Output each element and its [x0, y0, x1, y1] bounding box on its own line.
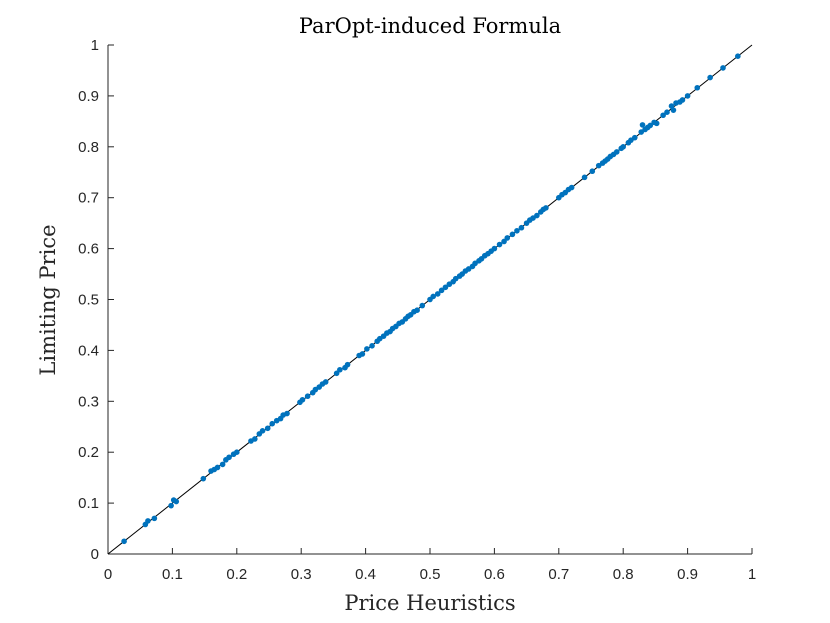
data-point: [670, 107, 677, 113]
y-tick-label: 0.7: [78, 190, 99, 207]
y-tick-label: 0.5: [78, 292, 99, 309]
data-point: [589, 168, 596, 175]
data-point: [684, 93, 691, 99]
data-point: [631, 134, 638, 141]
data-point: [514, 227, 520, 234]
data-point: [438, 287, 445, 294]
data-point: [219, 461, 226, 468]
data-point: [491, 245, 498, 252]
data-point: [501, 238, 507, 245]
x-tick-label: 0.2: [226, 566, 247, 583]
data-point: [679, 97, 686, 103]
x-axis-title: Price Heuristics: [344, 591, 515, 615]
data-point: [369, 343, 375, 349]
data-point: [264, 425, 271, 432]
data-point: [333, 370, 340, 377]
data-point: [259, 428, 266, 434]
y-tick-label: 0.8: [78, 139, 99, 156]
data-point: [496, 241, 503, 248]
data-point: [269, 420, 276, 427]
x-tick-label: 0.5: [420, 566, 441, 583]
data-point: [200, 475, 207, 482]
data-point: [442, 284, 449, 291]
data-point: [707, 74, 713, 81]
y-tick-label: 0.4: [78, 342, 99, 359]
x-tick-label: 1: [748, 566, 756, 583]
data-point: [234, 449, 240, 456]
y-tick-label: 0.6: [78, 241, 99, 258]
y-tick-label: 0.9: [78, 88, 99, 105]
data-point: [543, 205, 549, 211]
data-point: [322, 379, 329, 385]
x-tick-label: 0.9: [677, 566, 698, 583]
x-tick-label: 0.7: [548, 566, 569, 583]
data-point: [509, 231, 516, 238]
data-point: [344, 361, 351, 368]
y-axis-title: Limiting Price: [36, 224, 60, 375]
x-tick-label: 0: [104, 566, 112, 583]
data-point: [145, 518, 151, 524]
data-point: [568, 184, 575, 191]
data-point: [284, 410, 290, 417]
data-point: [151, 515, 158, 522]
y-tick-label: 1: [91, 37, 99, 54]
data-point: [639, 122, 646, 128]
data-point: [620, 144, 626, 150]
data-point: [518, 224, 525, 231]
chart-title: ParOpt-induced Formula: [299, 14, 561, 38]
data-point: [581, 174, 588, 181]
data-point: [226, 454, 232, 461]
data-point: [647, 122, 654, 129]
data-point: [664, 109, 670, 115]
data-point: [252, 436, 258, 442]
data-point: [359, 351, 366, 357]
data-point: [304, 393, 311, 400]
plot-area: 0 0.1 0.2 0.3 0.4 0.5 0.6 0.7 0.8 0.9 1 0 0.1 0.2 0.3 0…: [78, 37, 756, 583]
x-tick-label: 0.8: [613, 566, 634, 583]
data-point: [337, 366, 343, 373]
data-point: [419, 302, 426, 309]
y-tick-label: 0.1: [78, 495, 99, 512]
data-point: [720, 65, 726, 71]
y-tick-label: 0.3: [78, 393, 99, 410]
data-point: [534, 212, 540, 219]
data-point: [430, 293, 437, 300]
y-tick-label: 0.2: [78, 444, 99, 461]
x-tick-label: 0.3: [291, 566, 312, 583]
data-point: [694, 84, 701, 91]
data-point: [168, 502, 174, 509]
y-tick-label: 0: [91, 546, 99, 563]
data-point: [653, 120, 660, 127]
data-point: [504, 235, 511, 241]
x-tick-label: 0.6: [484, 566, 505, 583]
x-tick-label: 0.1: [162, 566, 183, 583]
data-point: [364, 346, 370, 352]
data-point: [434, 291, 441, 297]
data-point: [613, 149, 620, 155]
data-point: [214, 464, 221, 471]
data-point: [121, 538, 127, 545]
data-point: [660, 112, 666, 119]
data-point: [414, 307, 420, 313]
data-point: [173, 498, 180, 505]
data-point: [735, 53, 741, 59]
x-tick-label: 0.4: [355, 566, 376, 583]
data-point: [299, 396, 306, 403]
